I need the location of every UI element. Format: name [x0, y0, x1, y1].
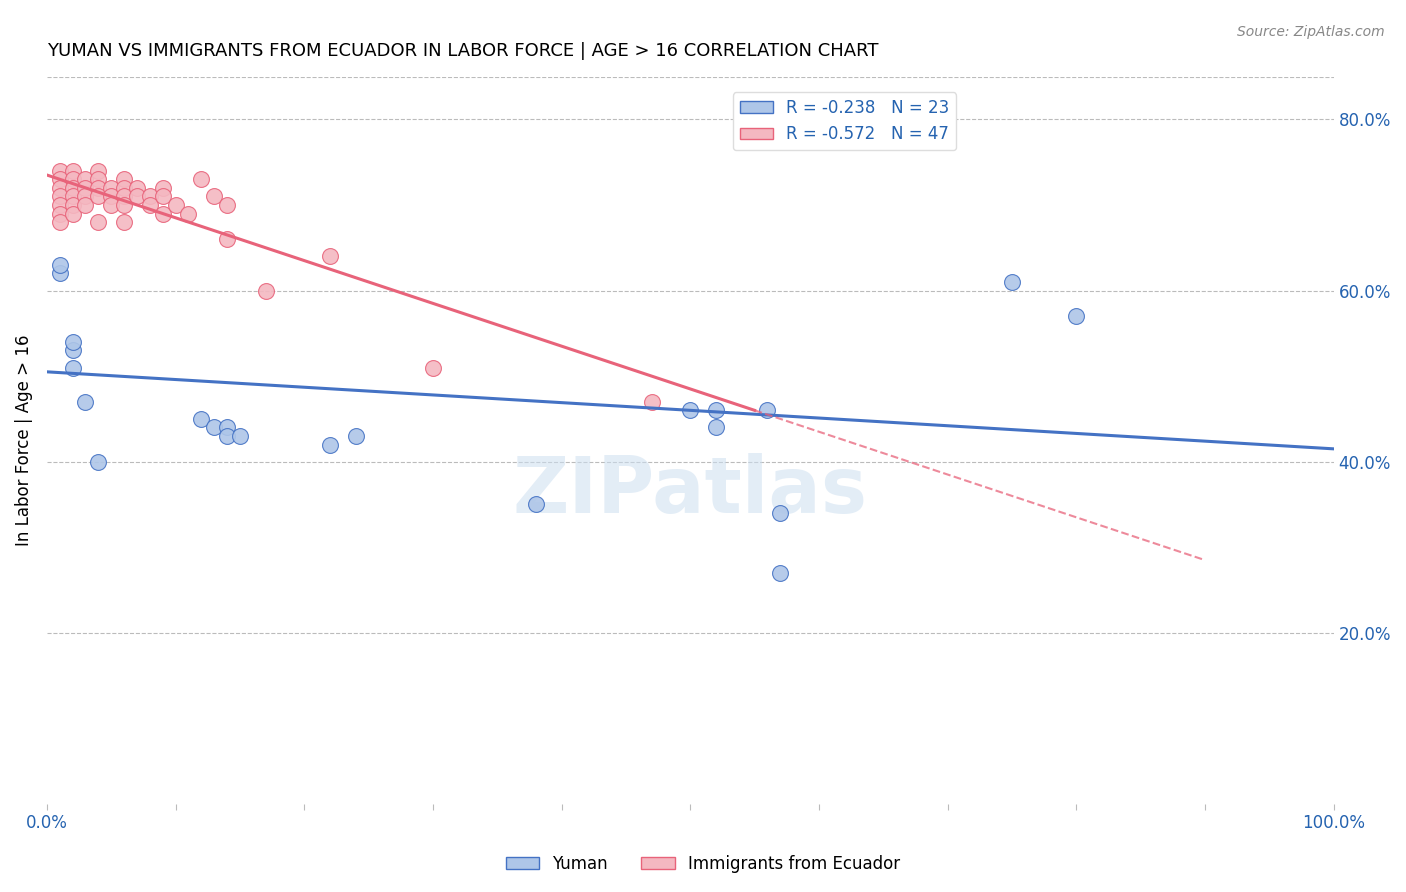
Point [112, 172, 135, 186]
Point [125, 189, 148, 203]
Legend: R = -0.238   N = 23, R = -0.572   N = 47: R = -0.238 N = 23, R = -0.572 N = 47 [733, 92, 956, 150]
Point [112, 181, 135, 195]
Point [319, 437, 342, 451]
Point [165, 198, 187, 212]
Point [49, 258, 72, 272]
Y-axis label: In Labor Force | Age > 16: In Labor Force | Age > 16 [15, 334, 32, 546]
Point [152, 181, 174, 195]
Point [100, 189, 122, 203]
Point [87, 215, 110, 229]
Point [112, 189, 135, 203]
Point [202, 420, 225, 434]
Point [254, 284, 277, 298]
Point [62, 172, 84, 186]
Point [679, 403, 702, 417]
Point [344, 429, 367, 443]
Point [139, 198, 162, 212]
Point [190, 412, 212, 426]
Point [62, 206, 84, 220]
Point [49, 215, 72, 229]
Point [62, 181, 84, 195]
Point [112, 215, 135, 229]
Point [229, 429, 252, 443]
Point [769, 506, 792, 520]
Point [152, 206, 174, 220]
Point [87, 189, 110, 203]
Point [75, 189, 97, 203]
Text: YUMAN VS IMMIGRANTS FROM ECUADOR IN LABOR FORCE | AGE > 16 CORRELATION CHART: YUMAN VS IMMIGRANTS FROM ECUADOR IN LABO… [46, 42, 879, 60]
Point [1001, 275, 1024, 289]
Point [177, 206, 200, 220]
Point [62, 334, 84, 349]
Point [49, 198, 72, 212]
Point [139, 189, 162, 203]
Point [49, 206, 72, 220]
Point [62, 189, 84, 203]
Point [87, 455, 110, 469]
Point [75, 181, 97, 195]
Point [87, 181, 110, 195]
Point [215, 429, 238, 443]
Point [62, 163, 84, 178]
Point [215, 420, 238, 434]
Point [49, 172, 72, 186]
Point [524, 498, 547, 512]
Point [769, 566, 792, 580]
Point [756, 403, 779, 417]
Point [87, 163, 110, 178]
Point [215, 198, 238, 212]
Point [640, 394, 662, 409]
Legend: Yuman, Immigrants from Ecuador: Yuman, Immigrants from Ecuador [499, 848, 907, 880]
Point [125, 181, 148, 195]
Point [49, 181, 72, 195]
Point [422, 360, 444, 375]
Point [49, 163, 72, 178]
Point [190, 172, 212, 186]
Point [49, 189, 72, 203]
Text: ZIPatlas: ZIPatlas [513, 453, 868, 529]
Point [1064, 309, 1087, 323]
Point [62, 198, 84, 212]
Point [49, 267, 72, 281]
Point [704, 420, 727, 434]
Point [62, 343, 84, 358]
Point [152, 189, 174, 203]
Point [319, 249, 342, 263]
Point [202, 189, 225, 203]
Text: Source: ZipAtlas.com: Source: ZipAtlas.com [1237, 25, 1385, 39]
Point [75, 198, 97, 212]
Point [100, 198, 122, 212]
Point [215, 232, 238, 246]
Point [75, 394, 97, 409]
Point [75, 172, 97, 186]
Point [87, 172, 110, 186]
Point [704, 403, 727, 417]
Point [62, 360, 84, 375]
Point [112, 198, 135, 212]
Point [100, 181, 122, 195]
